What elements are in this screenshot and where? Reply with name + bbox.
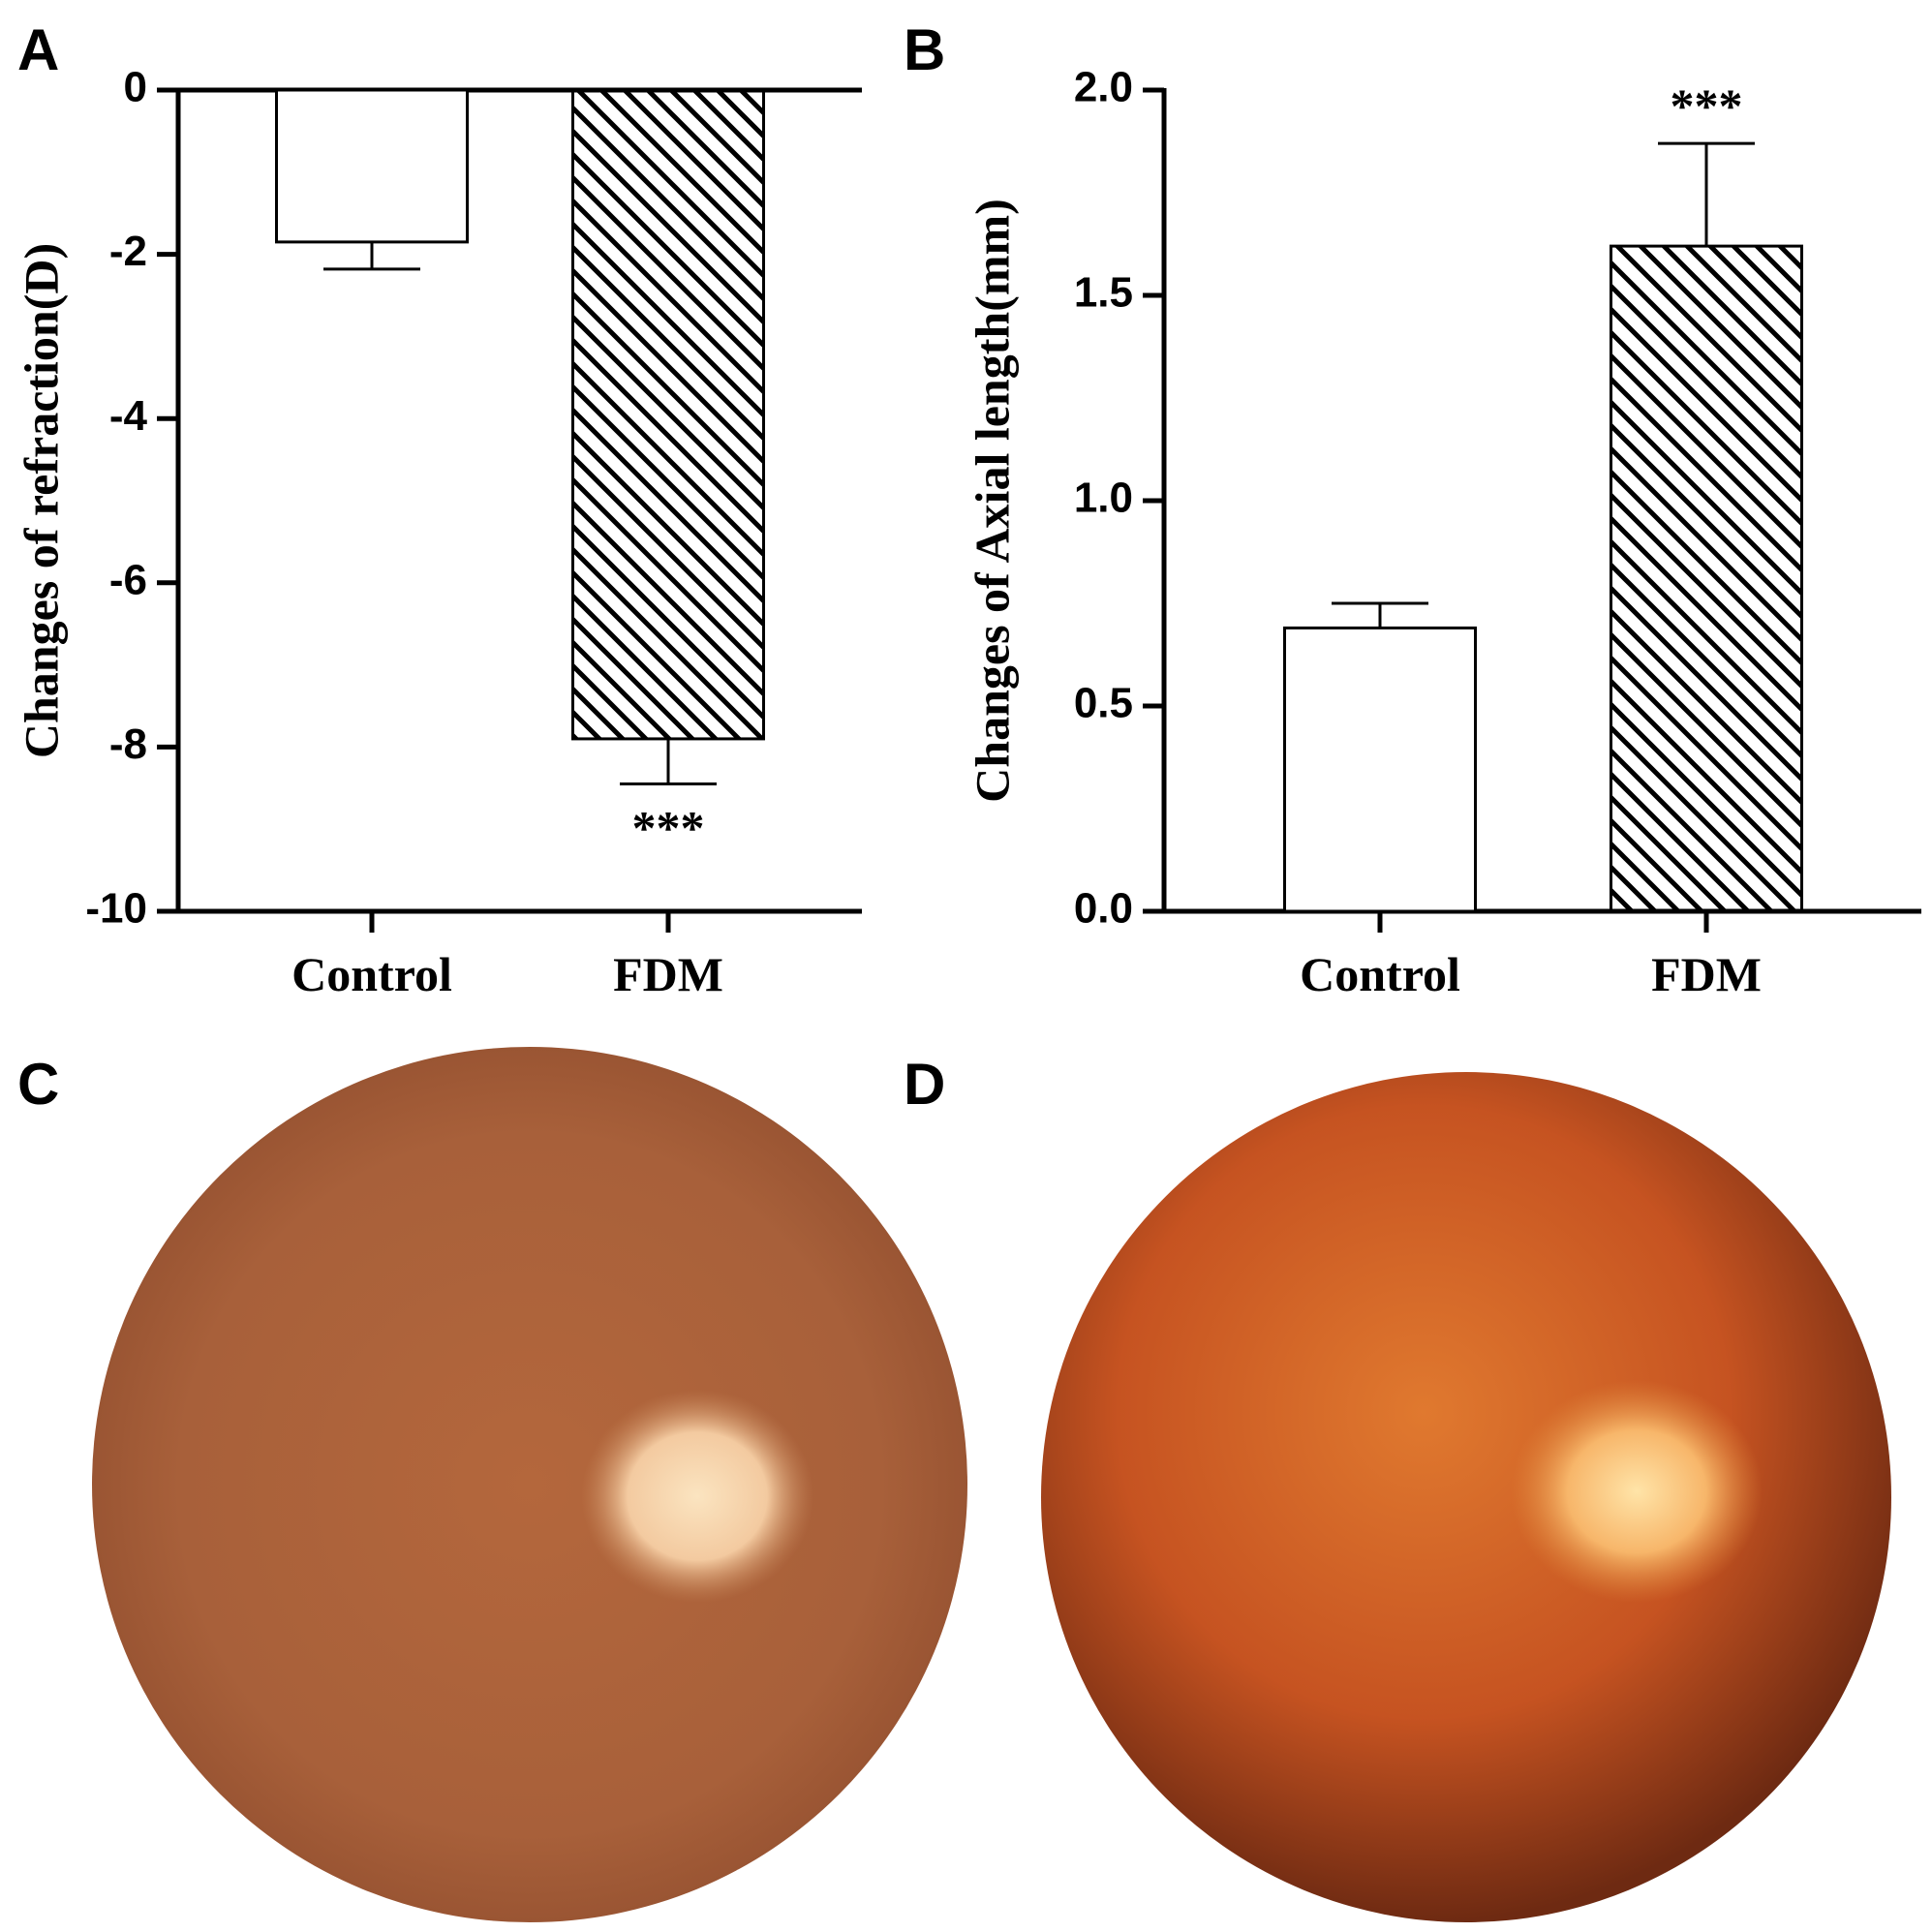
y-tick-label: -6 bbox=[109, 556, 147, 603]
bar bbox=[275, 88, 469, 244]
x-tick-label: Control bbox=[1300, 947, 1460, 1001]
bar bbox=[1610, 244, 1803, 913]
y-tick-label: 1.5 bbox=[1074, 269, 1133, 317]
y-tick-label: -4 bbox=[109, 392, 148, 440]
y-tick-label: 0.0 bbox=[1074, 885, 1133, 933]
y-tick-label: -8 bbox=[109, 721, 147, 768]
y-tick-label: -2 bbox=[109, 228, 147, 275]
x-tick-label: FDM bbox=[1651, 947, 1762, 1001]
panel-label: B bbox=[904, 17, 945, 82]
y-tick-label: 1.0 bbox=[1074, 475, 1133, 522]
panel-label: D bbox=[904, 1052, 945, 1117]
x-tick-label: FDM bbox=[613, 947, 723, 1001]
panel-label: C bbox=[17, 1052, 59, 1117]
y-tick-label: -10 bbox=[85, 885, 147, 933]
y-axis-label: Changes of Axial length(mm) bbox=[965, 199, 1019, 803]
annotation: *** bbox=[1671, 78, 1743, 133]
bar bbox=[571, 88, 765, 741]
bar bbox=[1283, 626, 1477, 913]
panel-label: A bbox=[17, 17, 59, 82]
annotation: *** bbox=[632, 801, 705, 855]
y-tick-label: 2.0 bbox=[1074, 64, 1133, 111]
y-tick-label: 0 bbox=[124, 64, 147, 111]
fundus-photo-c bbox=[92, 1047, 967, 1922]
y-axis-label: Changes of refraction(D) bbox=[14, 243, 68, 758]
x-tick-label: Control bbox=[291, 947, 452, 1001]
y-tick-label: 0.5 bbox=[1074, 680, 1133, 727]
fundus-photo-d bbox=[1041, 1072, 1891, 1922]
